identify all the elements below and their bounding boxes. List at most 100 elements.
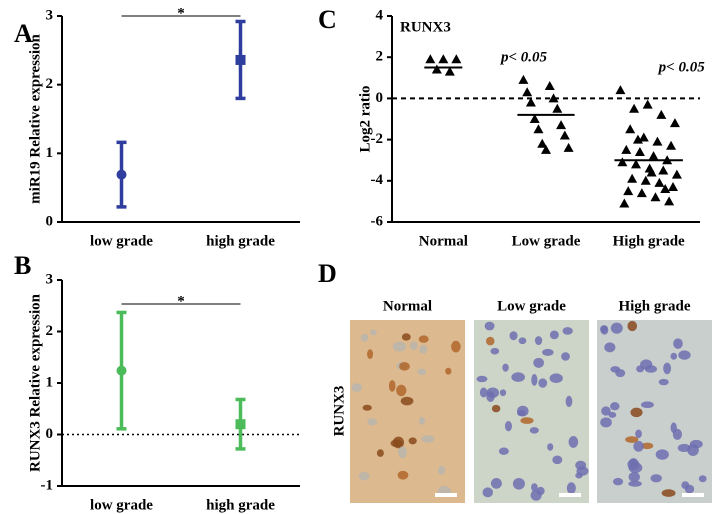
cell	[451, 340, 461, 353]
point	[563, 142, 574, 152]
column-label: High grade	[618, 298, 690, 314]
cell	[360, 333, 369, 342]
point	[544, 81, 555, 91]
cell	[367, 349, 374, 360]
point	[556, 120, 567, 130]
point	[444, 66, 455, 76]
cell	[601, 406, 611, 416]
cell	[351, 383, 363, 392]
point	[656, 109, 667, 119]
point	[636, 188, 647, 198]
cell	[486, 336, 495, 346]
point	[671, 169, 682, 179]
panel-letter: B	[14, 251, 31, 280]
cell	[670, 352, 678, 360]
point	[632, 134, 643, 144]
cell	[633, 440, 644, 452]
y-tick-label: 4	[376, 7, 384, 23]
y-tick-label: 0	[376, 90, 384, 106]
cell	[673, 338, 683, 349]
y-tick-label: 0	[46, 213, 54, 229]
y-tick-label: 2	[46, 323, 54, 339]
point	[658, 165, 669, 175]
scale-bar	[559, 493, 581, 497]
x-tick-label: Normal	[419, 233, 468, 249]
cell	[498, 447, 509, 455]
scale-bar	[682, 493, 704, 497]
y-tick-label: 0	[46, 426, 54, 442]
point	[625, 124, 636, 134]
chart-title: RUNX3	[400, 19, 451, 35]
cell	[552, 455, 563, 465]
cell	[542, 348, 554, 356]
cell	[398, 446, 407, 459]
cell	[561, 352, 570, 361]
cell	[476, 375, 488, 383]
cell	[687, 444, 699, 456]
cell	[663, 362, 672, 375]
panel-letter: D	[318, 259, 337, 288]
cell	[536, 486, 545, 496]
point	[634, 146, 645, 156]
point	[652, 136, 663, 146]
cell	[482, 487, 493, 498]
y-tick-label: -1	[41, 477, 54, 493]
cell	[600, 417, 612, 428]
marker	[116, 169, 127, 180]
cell	[409, 341, 418, 351]
point	[664, 196, 675, 206]
cell	[358, 472, 370, 481]
cell	[670, 422, 677, 434]
cell	[490, 477, 502, 489]
cell	[531, 373, 538, 386]
point	[552, 103, 563, 113]
point	[548, 93, 559, 103]
point	[631, 159, 642, 169]
x-tick-label: Low grade	[512, 233, 581, 249]
cell	[417, 368, 427, 376]
cell	[419, 344, 428, 354]
cell	[370, 329, 377, 336]
point	[648, 151, 659, 161]
cell	[627, 320, 638, 332]
y-tick-label: 1	[46, 145, 54, 161]
cell	[479, 387, 488, 398]
x-tick-label: high grade	[206, 233, 275, 249]
cell	[627, 458, 640, 471]
cell	[534, 336, 543, 345]
cell	[566, 482, 576, 494]
point	[619, 198, 630, 208]
cell	[445, 367, 452, 375]
cell	[684, 484, 695, 494]
cell	[529, 427, 539, 434]
cell	[509, 331, 518, 341]
point	[541, 144, 551, 154]
cell	[549, 373, 563, 384]
point	[623, 186, 634, 196]
x-tick-label: low grade	[90, 233, 153, 249]
y-tick-label: -6	[371, 213, 384, 229]
marker	[235, 54, 246, 65]
point	[431, 64, 442, 74]
cell	[504, 420, 512, 432]
point	[615, 85, 626, 95]
point	[438, 54, 449, 64]
cell	[612, 477, 624, 486]
marker	[116, 365, 127, 376]
cell	[628, 471, 640, 483]
cell	[502, 363, 509, 372]
cell	[562, 327, 573, 335]
y-tick-label: 3	[46, 271, 54, 287]
point	[668, 181, 679, 191]
cell	[538, 378, 548, 388]
cell	[565, 395, 573, 408]
cell	[367, 418, 378, 426]
cell	[698, 475, 707, 483]
point	[529, 114, 540, 123]
point	[617, 157, 628, 167]
cell	[655, 449, 669, 460]
annotation: p< 0.05	[499, 49, 548, 65]
point	[629, 103, 640, 113]
cell	[400, 396, 414, 406]
